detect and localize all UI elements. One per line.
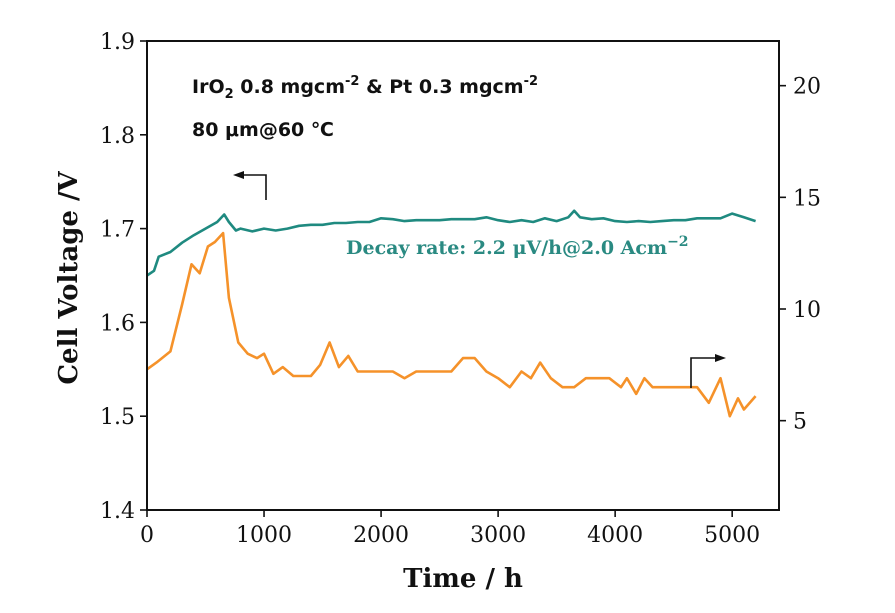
series-group: [146, 209, 757, 418]
y2-tick-label: 10: [793, 298, 821, 323]
annotation-sup2: -2: [524, 74, 538, 89]
y-tick-label: 1.5: [100, 405, 135, 430]
axis-ticks: 0 1000 2000 3000 4000 5000 1.4 1.5 1.6 1.7 1.8 1.9 5…: [100, 30, 821, 548]
catalyst-loading-annotation: IrO2 0.8 mgcm-2 & Pt 0.3 mgcm-2: [192, 74, 538, 102]
cell-voltage-series-line: [146, 209, 757, 277]
temperature-annotation: 80 μm@60 ℃: [192, 119, 334, 141]
y-tick-label: 1.6: [100, 311, 135, 336]
plot-frame: [146, 40, 780, 511]
decay-sup: −2: [667, 234, 688, 250]
right-axis-arrow: [690, 354, 726, 388]
y-tick-label: 1.7: [100, 218, 135, 243]
y-tick-label: 1.8: [100, 124, 135, 149]
x-tick-label: 5000: [704, 523, 760, 548]
y2-tick-label: 15: [793, 186, 821, 211]
x-axis-title: Time / h: [403, 564, 523, 594]
y2-tick-label: 5: [793, 410, 807, 435]
annotation-iro: IrO: [192, 76, 225, 98]
right-axis-series-line: [146, 231, 757, 418]
annotation-mid: 0.8 mgcm: [234, 76, 345, 98]
y2-tick-label: 20: [793, 75, 821, 100]
annotation-sub: 2: [225, 87, 234, 102]
annotation-sup1: -2: [345, 74, 359, 89]
y-axis-title: Cell Voltage /V: [54, 171, 84, 385]
x-tick-label: 3000: [470, 523, 526, 548]
annotation-end: & Pt 0.3 mgcm: [359, 76, 523, 98]
left-axis-arrow: [233, 171, 267, 200]
x-tick-label: 0: [140, 523, 154, 548]
decay-text: Decay rate: 2.2 μV/h@2.0 Acm: [346, 237, 667, 259]
y-tick-label: 1.9: [100, 30, 135, 55]
x-tick-label: 1000: [236, 523, 292, 548]
decay-rate-annotation: Decay rate: 2.2 μV/h@2.0 Acm−2: [346, 234, 689, 259]
y-tick-label: 1.4: [100, 499, 135, 524]
x-tick-label: 2000: [353, 523, 409, 548]
x-tick-label: 4000: [587, 523, 643, 548]
